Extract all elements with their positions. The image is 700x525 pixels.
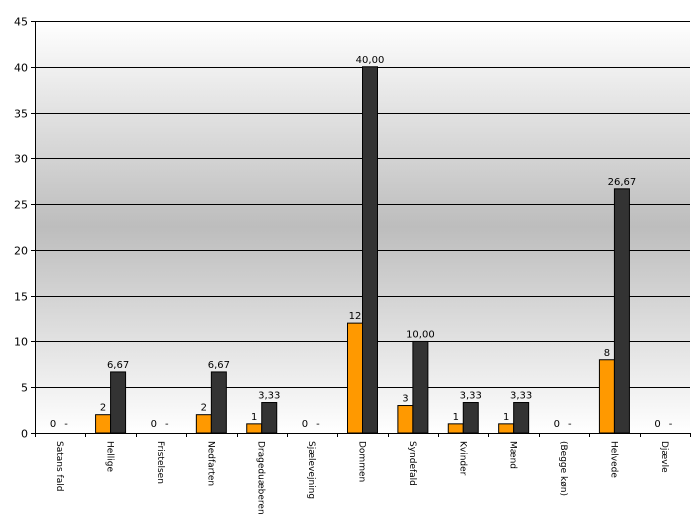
- y-tick-label: 20: [14, 245, 28, 258]
- bar-series2: [462, 402, 479, 434]
- y-tick-label: 45: [14, 16, 28, 29]
- bar-series2: [362, 66, 378, 434]
- category-label: Hellige: [105, 441, 115, 473]
- bar-series1: [246, 423, 263, 434]
- bar-series1: [95, 414, 112, 434]
- data-label: 12: [349, 311, 362, 322]
- category-label: Helvede: [608, 441, 618, 478]
- y-axis-ticks: 0 5 10 15 20 25 30 35 40 45: [14, 16, 28, 441]
- category-labels: Satans fald Hellige Fristelsen Nedfarten Dra…: [54, 441, 669, 515]
- bar-series2: [412, 340, 429, 434]
- data-label: 0: [302, 419, 308, 430]
- data-label: 26,67: [608, 177, 637, 188]
- y-tick-label: 40: [14, 62, 28, 75]
- data-label: 2: [100, 403, 106, 414]
- data-label: -: [64, 419, 68, 430]
- category-label: Sjælevejning: [306, 441, 316, 499]
- category-label: Kvinder: [457, 441, 467, 476]
- y-tick-label: 35: [14, 108, 28, 121]
- bar-series1: [397, 405, 414, 434]
- data-label: 6,67: [107, 360, 129, 371]
- category-label: Syndefald: [407, 441, 417, 486]
- data-label: 6,67: [208, 360, 230, 371]
- data-label: 3,33: [510, 391, 532, 402]
- category-label: (Begge køn): [558, 441, 568, 496]
- data-label: 8: [604, 348, 610, 359]
- data-label: 0: [151, 419, 157, 430]
- y-tick-label: 5: [21, 382, 28, 395]
- bar-series2: [210, 371, 227, 434]
- data-label: 0: [654, 419, 660, 430]
- category-label: Dommen: [357, 441, 367, 482]
- bar-series2: [613, 188, 630, 434]
- y-tick-label: 25: [14, 199, 28, 212]
- data-label: 3: [402, 394, 408, 405]
- data-label: 0: [50, 419, 56, 430]
- data-label: 3,33: [460, 391, 482, 402]
- bar-series1: [347, 322, 363, 434]
- data-label: -: [165, 419, 169, 430]
- y-tick-label: 0: [21, 428, 28, 441]
- data-label: 1: [453, 412, 459, 423]
- data-label: -: [568, 419, 572, 430]
- bar-series1: [598, 359, 615, 434]
- data-label: -: [669, 419, 673, 430]
- data-label: 3,33: [258, 391, 280, 402]
- data-label: 1: [251, 412, 257, 423]
- bar-series1: [447, 423, 464, 434]
- bar-series1: [498, 423, 515, 434]
- data-label: 10,00: [406, 329, 435, 340]
- category-label: Mænd: [508, 441, 518, 469]
- category-label: Satans fald: [54, 441, 64, 491]
- data-label: 40,00: [356, 55, 385, 66]
- category-label: Nedfarten: [205, 441, 215, 486]
- y-tick-label: 30: [14, 153, 28, 166]
- bar-series2: [513, 402, 530, 434]
- category-label: Fristelsen: [155, 441, 165, 484]
- bar-series1: [195, 414, 212, 434]
- y-tick-label: 15: [14, 291, 28, 304]
- bars: [95, 66, 630, 434]
- bar-series2: [261, 402, 278, 434]
- category-label: Drageduæberen: [256, 441, 266, 515]
- data-label: 2: [201, 403, 207, 414]
- y-tick-label: 10: [14, 336, 28, 349]
- data-label: 1: [503, 412, 509, 423]
- data-label: 0: [554, 419, 560, 430]
- category-label: Djævle: [659, 441, 669, 473]
- data-label: -: [316, 419, 320, 430]
- bar-series2: [110, 371, 127, 434]
